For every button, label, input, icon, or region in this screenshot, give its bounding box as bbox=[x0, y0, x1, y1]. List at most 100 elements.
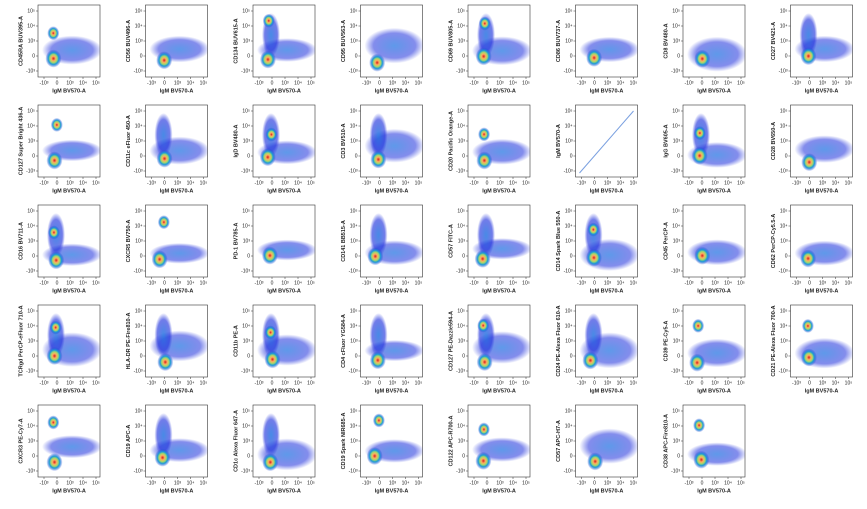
y-tick-label: 0 bbox=[677, 453, 680, 459]
x-tick-label: -10³ bbox=[577, 280, 586, 286]
x-tick-label: 0 bbox=[378, 480, 381, 486]
hotspot bbox=[370, 150, 387, 169]
y-tick-label: 10⁴ bbox=[135, 323, 143, 329]
density bbox=[42, 26, 100, 68]
y-tick-label: 10⁴ bbox=[565, 323, 573, 329]
y-tick-label: 0 bbox=[677, 253, 680, 259]
x-tick-label: 10⁵ bbox=[630, 380, 638, 386]
y-tick-label: -10³ bbox=[241, 68, 250, 74]
x-axis-label: IgM BV570-A bbox=[805, 88, 839, 94]
cloud bbox=[799, 13, 818, 57]
y-tick-label: 10⁴ bbox=[780, 123, 788, 129]
y-tick-label: 10³ bbox=[458, 338, 466, 344]
density bbox=[687, 418, 745, 469]
y-axis-label: CD57 APC-H7-A bbox=[556, 420, 562, 462]
x-tick-label: 10⁵ bbox=[737, 180, 745, 186]
x-tick-label: -10³ bbox=[255, 480, 264, 486]
hotspot bbox=[259, 50, 276, 69]
y-tick-label: 0 bbox=[570, 153, 573, 159]
x-tick-label: -10³ bbox=[40, 480, 49, 486]
x-tick-label: 10³ bbox=[604, 80, 612, 86]
x-tick-label: -10³ bbox=[792, 80, 801, 86]
hotspot bbox=[261, 246, 278, 265]
x-axis-label: IgM BV570-A bbox=[267, 288, 301, 294]
y-tick-label: -10³ bbox=[349, 68, 358, 74]
y-tick-label: 0 bbox=[785, 353, 788, 359]
x-tick-label: 10³ bbox=[496, 480, 504, 486]
y-axis-label: CD4 cFluor YG584-A bbox=[341, 314, 347, 368]
x-tick-label: 10³ bbox=[496, 180, 504, 186]
y-tick-label: 10⁴ bbox=[672, 323, 680, 329]
y-tick-label: 10⁴ bbox=[27, 223, 35, 229]
density bbox=[257, 413, 315, 472]
x-tick-label: 10⁴ bbox=[617, 380, 625, 386]
y-tick-label: 10⁵ bbox=[780, 308, 788, 314]
y-tick-label: 10⁵ bbox=[135, 208, 143, 214]
y-tick-label: -10³ bbox=[779, 368, 788, 374]
y-tick-label: -10³ bbox=[26, 68, 35, 74]
y-tick-label: 10⁵ bbox=[350, 208, 358, 214]
x-tick-label: -10³ bbox=[470, 380, 479, 386]
x-tick-label: 10³ bbox=[496, 280, 504, 286]
x-axis-label: IgM BV570-A bbox=[375, 388, 409, 394]
y-tick-label: -10³ bbox=[779, 168, 788, 174]
plot-area bbox=[682, 404, 746, 478]
y-tick-label: -10³ bbox=[456, 68, 465, 74]
hotspot bbox=[478, 16, 491, 31]
x-tick-label: 0 bbox=[808, 380, 811, 386]
x-tick-label: 10⁴ bbox=[724, 380, 732, 386]
x-tick-label: 0 bbox=[271, 80, 274, 86]
x-tick-label: 10⁴ bbox=[509, 380, 517, 386]
density bbox=[472, 422, 530, 470]
density bbox=[42, 117, 100, 170]
y-axis-label: CD127 Super Bright 436-A bbox=[18, 107, 24, 175]
x-tick-label: 10⁵ bbox=[737, 280, 745, 286]
x-tick-label: 10⁴ bbox=[509, 280, 517, 286]
hotspot bbox=[476, 353, 493, 372]
y-tick-label: 10⁴ bbox=[27, 23, 35, 29]
y-tick-label: 0 bbox=[355, 153, 358, 159]
hotspot bbox=[45, 49, 62, 68]
x-tick-label: 10⁵ bbox=[200, 280, 208, 286]
hotspot bbox=[582, 351, 599, 370]
x-axis-label: IgM BV570-A bbox=[482, 288, 516, 294]
y-axis-label: CD16 BV711-A bbox=[18, 222, 24, 260]
hotspot bbox=[157, 353, 174, 372]
y-tick-label: 10³ bbox=[350, 238, 358, 244]
y-tick-label: 10⁴ bbox=[27, 123, 35, 129]
x-axis-label: IgM BV570-A bbox=[267, 388, 301, 394]
x-tick-label: 10⁴ bbox=[187, 380, 195, 386]
y-axis-label: PD-1 BV785-A bbox=[233, 223, 239, 260]
x-tick-label: 10³ bbox=[174, 280, 182, 286]
x-tick-label: 10³ bbox=[389, 180, 397, 186]
hotspot bbox=[48, 251, 65, 270]
x-tick-label: 0 bbox=[593, 180, 596, 186]
x-axis-label: IgM BV570-A bbox=[160, 388, 194, 394]
x-tick-label: 0 bbox=[486, 380, 489, 386]
y-axis-label: IgG BV605-A bbox=[663, 124, 669, 157]
y-tick-label: 0 bbox=[785, 153, 788, 159]
hotspot bbox=[477, 422, 490, 437]
x-tick-label: 10³ bbox=[174, 480, 182, 486]
y-tick-label: 10³ bbox=[350, 38, 358, 44]
y-tick-label: 10⁴ bbox=[457, 323, 465, 329]
y-tick-label: 10⁴ bbox=[457, 123, 465, 129]
x-tick-label: 10⁵ bbox=[415, 180, 423, 186]
hotspot bbox=[691, 146, 708, 165]
density bbox=[149, 113, 208, 168]
density bbox=[687, 239, 745, 266]
y-tick-label: 10³ bbox=[243, 438, 251, 444]
density bbox=[364, 27, 423, 72]
x-tick-label: 10⁵ bbox=[630, 480, 638, 486]
x-tick-label: 10⁵ bbox=[522, 380, 530, 386]
hotspot bbox=[477, 318, 490, 333]
density bbox=[364, 213, 423, 266]
y-tick-label: -10³ bbox=[564, 268, 573, 274]
